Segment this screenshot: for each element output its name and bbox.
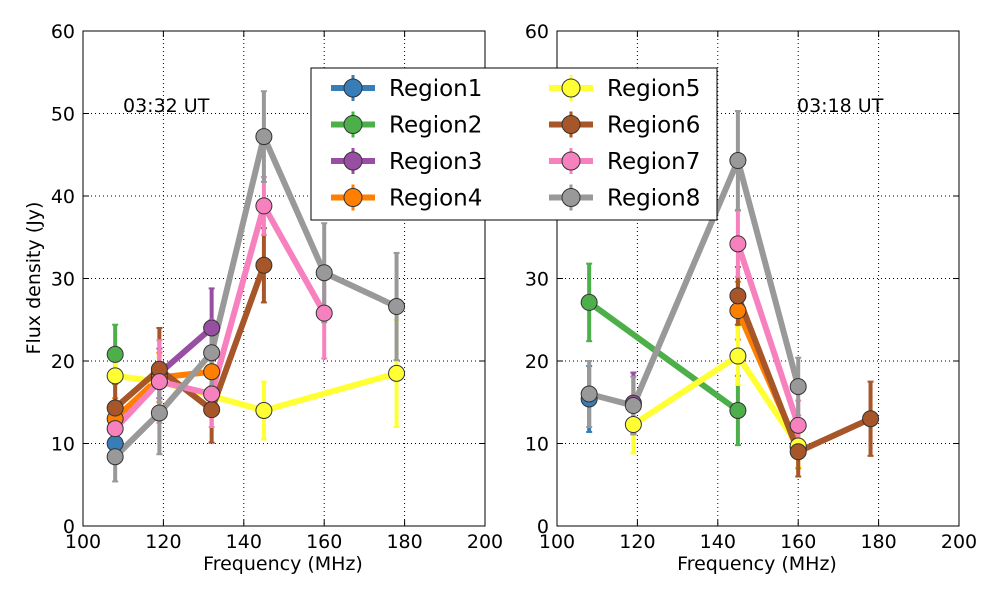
y-tick-label-left-50: 50 — [51, 104, 75, 126]
data-point-region8-right-160 — [789, 378, 807, 396]
legend-item-region4: Region4 — [331, 184, 482, 212]
time-annotation-right: 03:18 UT — [797, 95, 884, 117]
data-point-region5-left-108 — [106, 367, 124, 385]
series-line-region3-left — [157, 325, 214, 376]
legend-label-region8: Region8 — [607, 186, 700, 212]
data-point-region8-right-119 — [624, 397, 642, 415]
x-tick-label-left-140: 140 — [226, 531, 262, 553]
legend-item-region3: Region3 — [331, 148, 482, 175]
data-point-region7-left-119 — [150, 373, 168, 391]
data-point-region2-right-108 — [580, 293, 598, 311]
data-point-region6-right-160 — [789, 443, 807, 461]
legend: Region1 Region2 Region3 Region4 Region5 Regio… — [310, 67, 718, 221]
legend-marker-region6 — [561, 115, 581, 134]
data-point-region4-right-145 — [729, 302, 747, 320]
data-point-region8-left-145 — [255, 128, 273, 146]
legend-item-region6: Region6 — [549, 111, 700, 139]
y-tick-label-right-20: 20 — [525, 351, 549, 373]
y-tick-label-right-0: 0 — [537, 516, 549, 538]
data-point-region2-left-108 — [106, 345, 124, 363]
data-point-region7-left-160 — [315, 304, 333, 322]
data-point-region5-left-178 — [388, 364, 406, 382]
series-line-region8-right — [588, 157, 802, 409]
y-tick-label-right-10: 10 — [525, 434, 549, 456]
legend-label-region7: Region7 — [607, 149, 700, 175]
series-line-region7-right — [735, 242, 802, 427]
data-point-region5-left-145 — [255, 402, 273, 419]
legend-label-region6: Region6 — [607, 113, 700, 139]
series-line-region2-right — [587, 299, 740, 413]
legend-item-region8: Region8 — [549, 184, 700, 212]
data-point-region8-left-119 — [150, 404, 168, 422]
data-point-region8-right-145 — [729, 152, 747, 170]
x-tick-label-right-180: 180 — [860, 531, 896, 553]
x-tick-label-right-200: 200 — [941, 531, 977, 553]
legend-label-region4: Region4 — [389, 186, 482, 212]
legend-item-region1: Region1 — [331, 75, 482, 102]
legend-item-region5: Region5 — [549, 75, 700, 102]
data-point-region5-right-119 — [624, 416, 642, 434]
x-tick-label-left-180: 180 — [386, 531, 422, 553]
y-tick-label-left-30: 30 — [51, 269, 75, 291]
data-point-region6-left-145 — [255, 256, 273, 274]
legend-marker-region3 — [343, 151, 363, 171]
y-tick-label-right-30: 30 — [525, 269, 549, 291]
data-point-region6-right-178 — [862, 410, 880, 428]
data-point-region5-right-145 — [729, 347, 747, 365]
x-tick-label-left-120: 120 — [145, 531, 181, 553]
x-tick-label-left-200: 200 — [467, 531, 503, 553]
legend-marker-region1 — [343, 78, 363, 98]
series-line-region8-left — [113, 133, 398, 459]
legend-label-region1: Region1 — [389, 76, 482, 102]
legend-marker-region7 — [561, 151, 581, 171]
x-tick-label-right-140: 140 — [700, 531, 736, 553]
y-tick-label-left-10: 10 — [51, 434, 75, 456]
legend-item-region7: Region7 — [549, 148, 700, 175]
x-tick-label-right-120: 120 — [619, 531, 655, 553]
data-point-region7-right-160 — [789, 416, 807, 434]
legend-marker-region8 — [561, 188, 581, 207]
x-tick-label-left-160: 160 — [306, 531, 342, 553]
legend-label-region5: Region5 — [607, 76, 700, 102]
legend-marker-region5 — [561, 78, 581, 98]
data-point-region6-left-108 — [106, 399, 124, 417]
y-axis-label: Flux density (Jy) — [23, 202, 45, 355]
data-point-region2-right-145 — [729, 402, 747, 419]
data-point-region8-left-160 — [315, 264, 333, 282]
legend-label-region2: Region2 — [389, 113, 482, 139]
data-point-region3-left-132 — [203, 319, 221, 337]
y-tick-label-left-20: 20 — [51, 351, 75, 373]
y-tick-label-left-60: 60 — [51, 21, 75, 43]
data-point-region8-right-108 — [580, 385, 598, 403]
legend-item-region2: Region2 — [331, 111, 482, 139]
time-annotation-left: 03:32 UT — [123, 95, 210, 117]
x-axis-label-right: Frequency (MHz) — [677, 553, 837, 575]
x-axis-label-left: Frequency (MHz) — [203, 553, 363, 575]
data-point-region7-left-108 — [106, 420, 124, 438]
data-point-region6-left-132 — [203, 401, 221, 419]
y-tick-label-left-0: 0 — [63, 516, 75, 538]
data-point-region7-left-132 — [203, 385, 221, 403]
legend-marker-region2 — [343, 115, 363, 134]
data-point-region4-left-132 — [203, 363, 221, 381]
x-tick-label-right-100: 100 — [539, 531, 575, 553]
data-point-region8-left-108 — [106, 448, 124, 466]
legend-box — [310, 67, 718, 221]
y-tick-label-right-60: 60 — [525, 21, 549, 43]
legend-label-region3: Region3 — [389, 149, 482, 175]
data-point-region8-left-178 — [388, 298, 406, 316]
x-tick-label-right-160: 160 — [780, 531, 816, 553]
y-tick-label-left-40: 40 — [51, 186, 75, 208]
data-point-region6-right-145 — [729, 287, 747, 305]
data-point-region7-right-145 — [729, 235, 747, 253]
legend-marker-region4 — [343, 188, 363, 207]
data-point-region8-left-132 — [203, 344, 221, 362]
data-point-region7-left-145 — [255, 197, 273, 215]
x-tick-label-left-100: 100 — [65, 531, 101, 553]
